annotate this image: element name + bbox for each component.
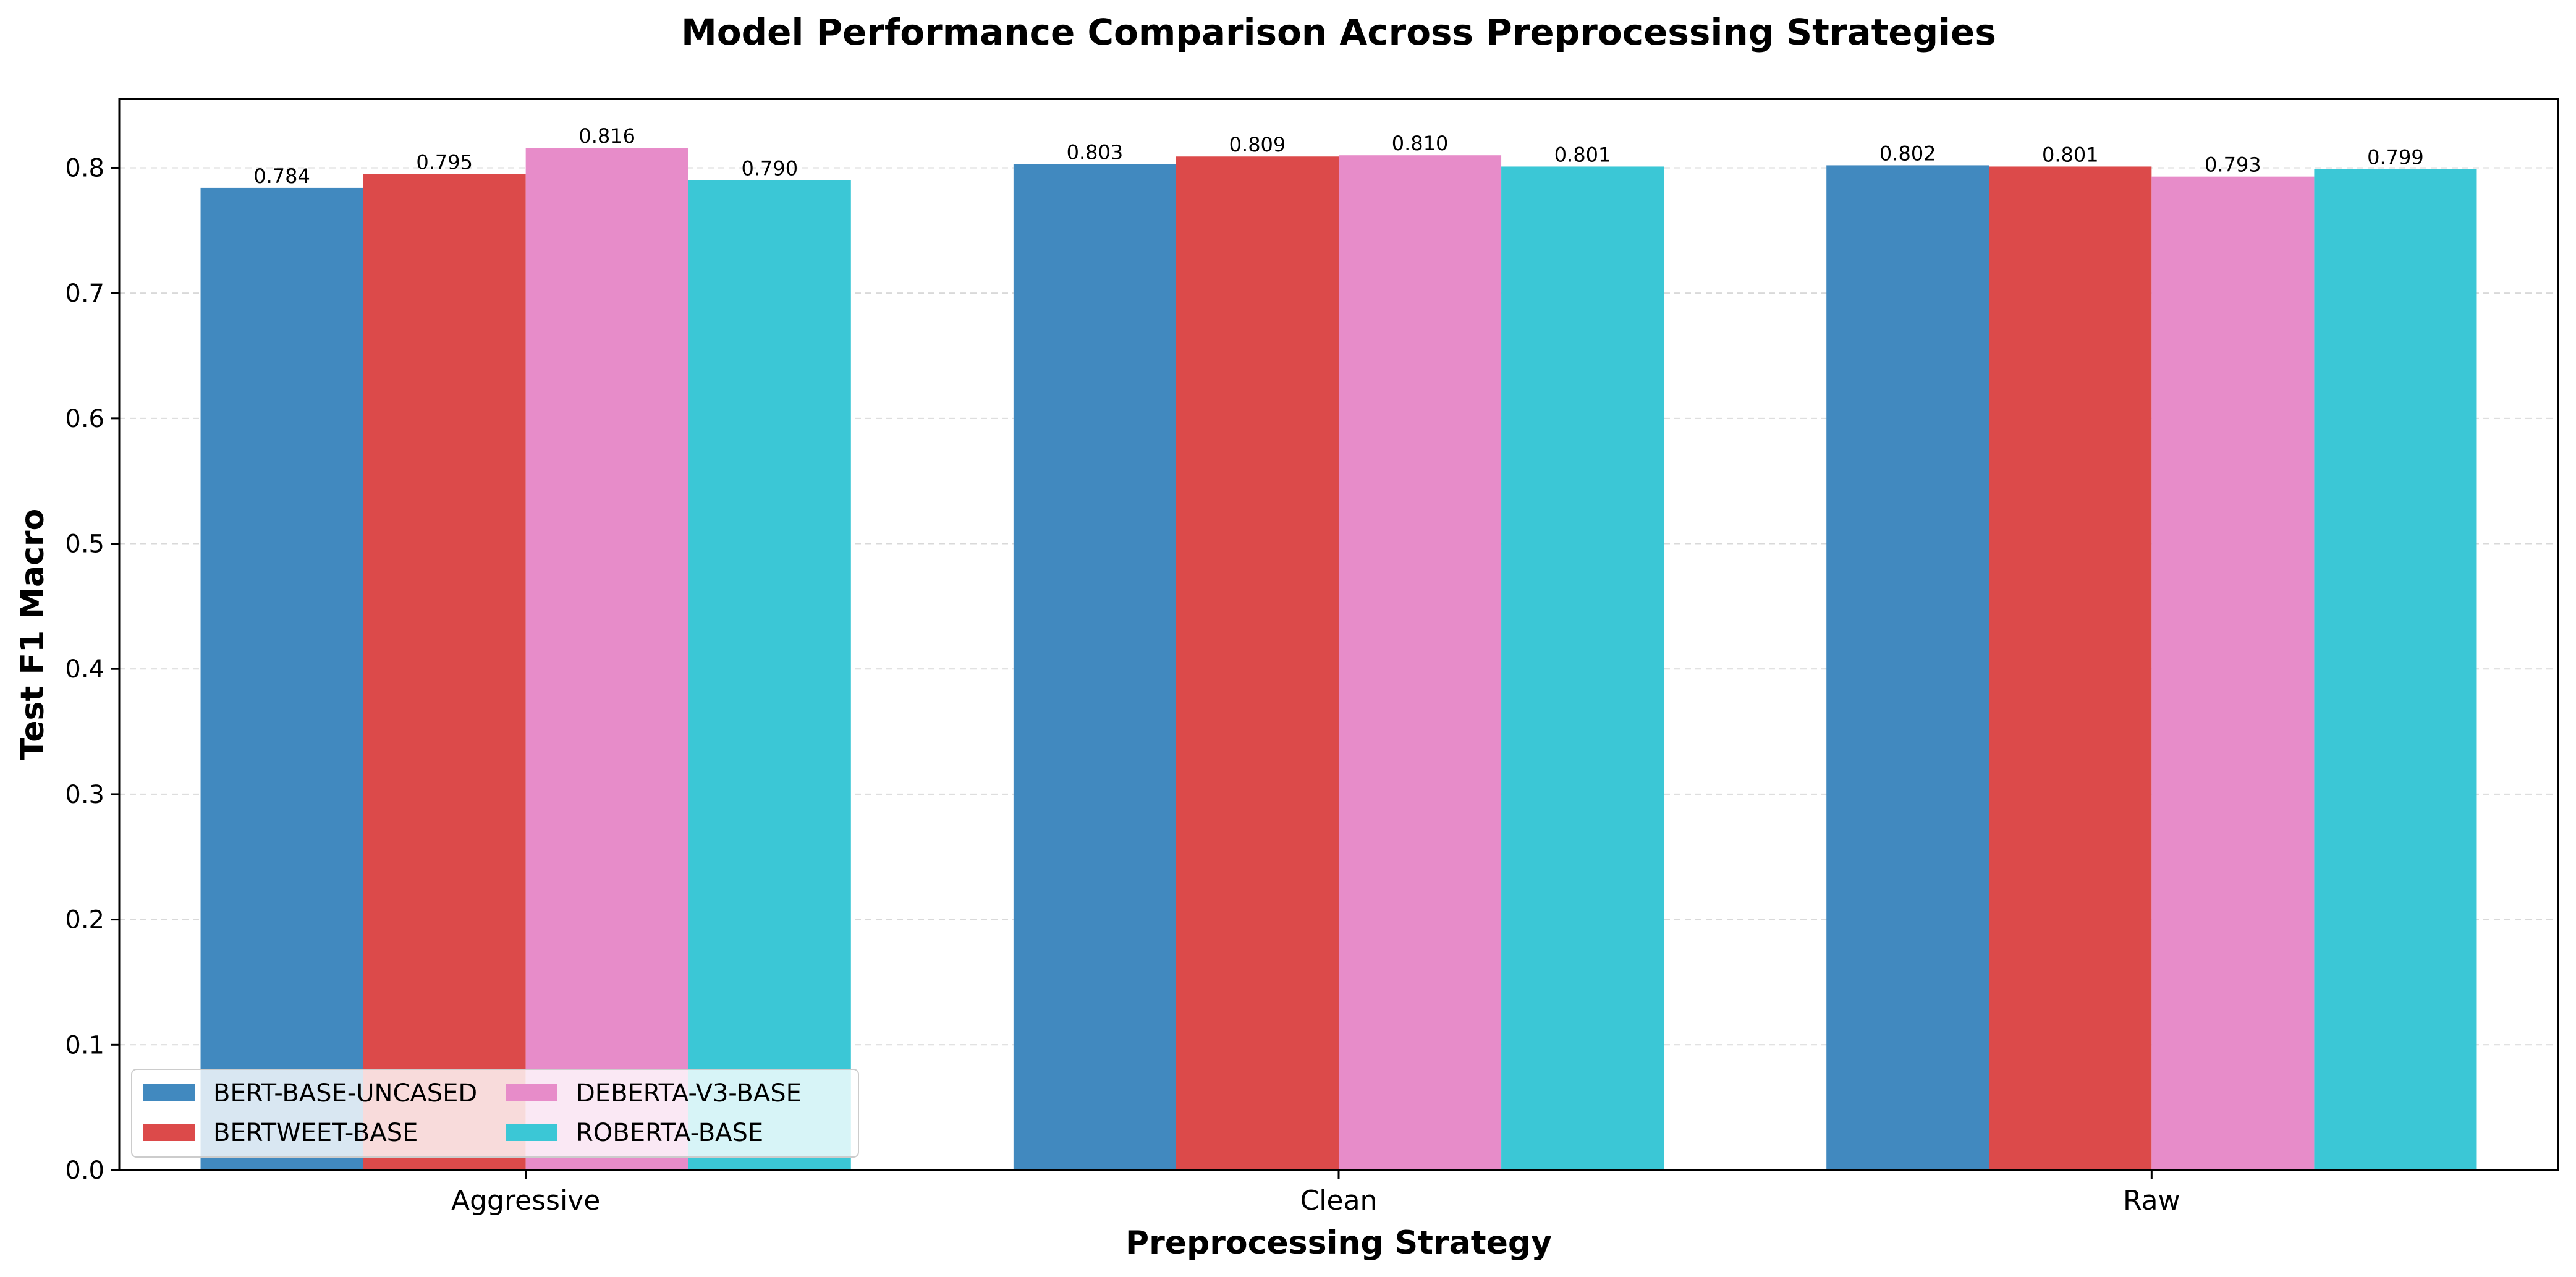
bar-deberta-v3-base-clean (1339, 155, 1502, 1170)
legend-swatch (143, 1084, 195, 1101)
legend-entry-label: BERTWEET-BASE (213, 1119, 418, 1147)
y-tick-label: 0.8 (65, 154, 104, 182)
bar-bertweet-base-aggressive (363, 174, 526, 1171)
y-axis-label: Test F1 Macro (14, 509, 51, 760)
bar-deberta-v3-base-raw (2151, 176, 2315, 1170)
legend-swatch (143, 1124, 195, 1141)
y-tick-label: 0.6 (65, 405, 104, 433)
bar-value-label: 0.793 (2205, 153, 2261, 177)
bar-value-label: 0.809 (1229, 133, 1286, 156)
bar-value-label: 0.810 (1392, 132, 1449, 155)
legend-box (131, 1069, 859, 1158)
bar-value-label: 0.803 (1067, 140, 1124, 164)
x-tick-label: Aggressive (451, 1185, 600, 1216)
bar-roberta-base-aggressive (688, 180, 851, 1170)
bar-value-label: 0.802 (1879, 142, 1936, 165)
y-tick-label: 0.2 (65, 906, 104, 935)
bar-roberta-base-clean (1501, 166, 1664, 1170)
chart-title: Model Performance Comparison Across Prep… (681, 11, 1996, 53)
bar-bert-base-uncased-clean (1013, 164, 1176, 1171)
y-tick-label: 0.4 (65, 655, 104, 684)
legend-swatch (506, 1084, 557, 1101)
bar-bertweet-base-raw (1989, 166, 2152, 1170)
x-tick-label: Clean (1300, 1185, 1378, 1216)
x-axis-label: Preprocessing Strategy (1125, 1224, 1552, 1262)
bar-value-label: 0.799 (2367, 146, 2424, 169)
bar-bert-base-uncased-raw (1826, 165, 1989, 1170)
data-labels: 0.784 0.795 0.816 0.790 0.803 0.809 0.810 0.801… (253, 124, 2423, 188)
legend: BERT-BASE-UNCASED BERTWEET-BASE DEBERTA-V3… (131, 1069, 859, 1158)
y-tick-label: 0.3 (65, 781, 104, 809)
legend-entry-label: ROBERTA-BASE (576, 1119, 763, 1147)
x-axis: Aggressive Clean Raw (451, 1170, 2180, 1216)
y-tick-label: 0.0 (65, 1156, 104, 1185)
bar-value-label: 0.801 (1554, 143, 1611, 166)
y-tick-label: 0.7 (65, 279, 104, 308)
bar-deberta-v3-base-aggressive (525, 148, 688, 1171)
bar-value-label: 0.816 (578, 124, 635, 148)
legend-entry-label: BERT-BASE-UNCASED (213, 1079, 477, 1108)
y-tick-label: 0.5 (65, 530, 104, 559)
bar-value-label: 0.795 (416, 151, 473, 174)
bar-value-label: 0.784 (253, 164, 310, 188)
bar-roberta-base-raw (2314, 169, 2477, 1170)
bar-bertweet-base-clean (1176, 156, 1339, 1170)
bar-value-label: 0.801 (2042, 143, 2099, 166)
x-tick-label: Raw (2123, 1185, 2180, 1216)
y-tick-label: 0.1 (65, 1031, 104, 1059)
bar-value-label: 0.790 (741, 157, 798, 180)
bars (200, 148, 2477, 1171)
y-axis: 0.0 0.1 0.2 0.3 0.4 0.5 0.6 0.7 0.8 (65, 154, 119, 1185)
legend-entry-label: DEBERTA-V3-BASE (576, 1079, 802, 1108)
bar-bert-base-uncased-aggressive (200, 187, 363, 1171)
legend-swatch (506, 1124, 557, 1141)
